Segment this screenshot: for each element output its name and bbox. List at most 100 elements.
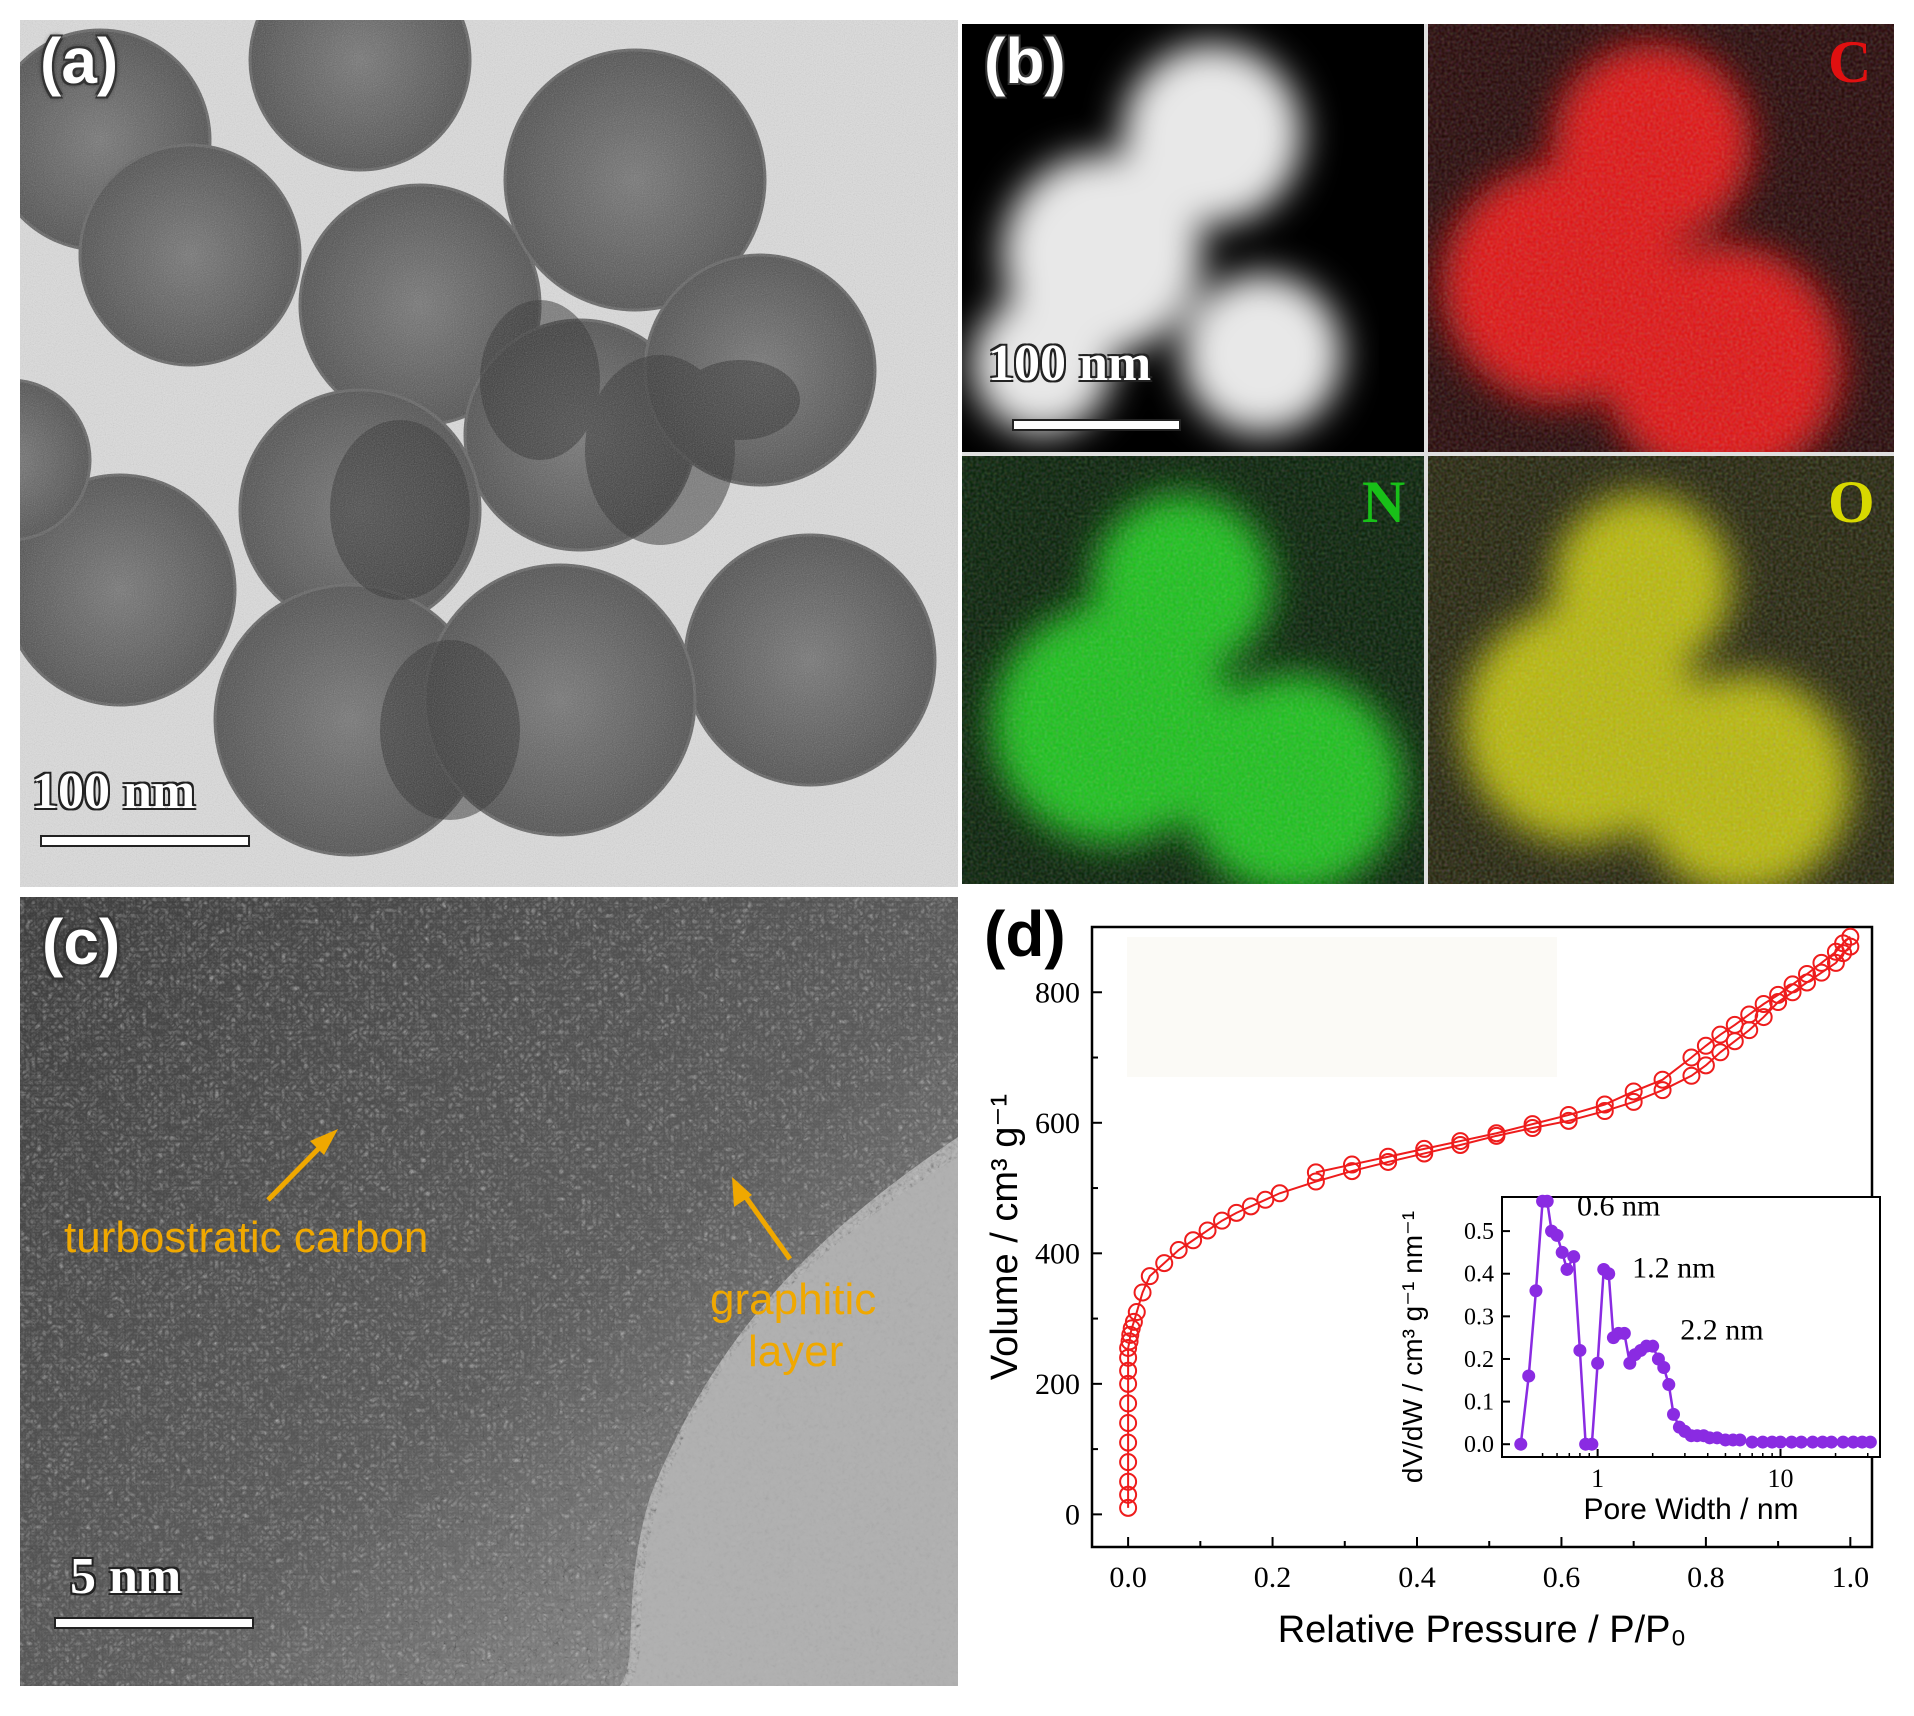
tem-image-a xyxy=(20,20,958,887)
adsorption-point xyxy=(1624,1092,1643,1111)
psd-point xyxy=(1733,1433,1747,1447)
desorption-line xyxy=(1315,936,1852,1174)
adsorption-point xyxy=(1754,1008,1773,1027)
x-tick-label: 0.0 xyxy=(1109,1561,1147,1594)
desorption-point xyxy=(1826,942,1845,961)
desorption-point xyxy=(1711,1025,1730,1044)
x-tick-label: 0.8 xyxy=(1687,1561,1725,1594)
adsorption-point xyxy=(1379,1152,1398,1171)
inset-y-tick-label: 0.0 xyxy=(1464,1432,1494,1458)
desorption-point xyxy=(1379,1147,1398,1166)
desorption-point xyxy=(1812,953,1831,972)
panel-b: (b) 100 nm C N O xyxy=(962,24,1894,884)
desorption-point xyxy=(1682,1048,1701,1067)
adsorption-point xyxy=(1241,1197,1260,1216)
desorption-point xyxy=(1653,1070,1672,1089)
psd-point xyxy=(1602,1267,1616,1281)
psd-point xyxy=(1646,1339,1660,1353)
inset-x-tick-label: 10 xyxy=(1768,1464,1794,1493)
adsorption-point xyxy=(1119,1338,1138,1357)
adsorption-point xyxy=(1198,1221,1217,1240)
adsorption-point xyxy=(1213,1211,1231,1230)
adsorption-point xyxy=(1227,1203,1246,1222)
desorption-point xyxy=(1487,1124,1506,1143)
psd-point xyxy=(1785,1435,1799,1449)
desorption-point xyxy=(1559,1105,1578,1124)
scale-bar-label-a: 100 nm xyxy=(32,763,196,820)
adsorption-point xyxy=(1124,1312,1143,1331)
annotation-layer: layer xyxy=(748,1327,844,1376)
desorption-point xyxy=(1415,1139,1434,1158)
psd-point xyxy=(1836,1435,1850,1449)
y-tick-label: 200 xyxy=(1035,1368,1080,1401)
adsorption-point xyxy=(1119,1433,1138,1452)
annotation-graphitic: graphitic xyxy=(710,1275,877,1324)
inset-x-axis-label: Pore Width / nm xyxy=(1583,1493,1798,1526)
adsorption-point xyxy=(1559,1111,1578,1130)
psd-peak-annotation: 1.2 nm xyxy=(1632,1251,1715,1284)
panel-label-d: (d) xyxy=(984,898,1066,970)
adsorption-point xyxy=(1127,1303,1146,1322)
desorption-point xyxy=(1754,995,1773,1014)
adsorption-point xyxy=(1119,1394,1138,1413)
inset-y-tick-label: 0.1 xyxy=(1464,1390,1494,1416)
hrtem-image-c xyxy=(20,897,958,1686)
psd-point xyxy=(1529,1284,1543,1298)
inset-y-tick-label: 0.2 xyxy=(1464,1347,1494,1373)
adsorption-point xyxy=(1682,1066,1701,1085)
adsorption-point xyxy=(1415,1144,1434,1163)
element-label-carbon: C xyxy=(1828,29,1872,95)
panel-label-a: (a) xyxy=(40,25,119,97)
inset-frame xyxy=(1501,1196,1881,1458)
scale-bar-label-b: 100 nm xyxy=(988,335,1152,392)
x-tick-label: 0.2 xyxy=(1254,1561,1292,1594)
psd-point xyxy=(1591,1356,1605,1370)
x-tick-label: 0.4 xyxy=(1398,1561,1436,1594)
legend-area xyxy=(1127,937,1557,1077)
psd-point xyxy=(1745,1435,1759,1449)
psd-point xyxy=(1756,1435,1770,1449)
panel-c: (c) turbostratic carbon graphitic layer … xyxy=(20,897,958,1686)
psd-point xyxy=(1863,1435,1877,1449)
psd-peak-annotation: 0.6 nm xyxy=(1577,1190,1660,1223)
adsorption-point xyxy=(1812,963,1831,982)
scale-bar-c xyxy=(54,1617,254,1629)
panel-a: (a) 100 nm xyxy=(20,20,958,887)
desorption-point xyxy=(1523,1115,1542,1134)
adsorption-point xyxy=(1119,1472,1138,1491)
adsorption-point xyxy=(1155,1254,1174,1273)
scale-bar-label-c: 5 nm xyxy=(70,1548,182,1605)
psd-point xyxy=(1567,1250,1581,1264)
adsorption-point xyxy=(1653,1081,1672,1100)
desorption-point xyxy=(1624,1082,1643,1101)
psd-point xyxy=(1657,1360,1671,1374)
x-axis-label: Relative Pressure / P/P₀ xyxy=(1278,1609,1687,1651)
adsorption-point xyxy=(1270,1184,1289,1203)
desorption-point xyxy=(1343,1155,1361,1174)
psd-point xyxy=(1667,1407,1681,1421)
desorption-point xyxy=(1798,964,1816,983)
adsorption-point xyxy=(1120,1332,1139,1351)
scale-bar-a xyxy=(40,835,250,847)
psd-point xyxy=(1824,1435,1838,1449)
adsorption-point xyxy=(1119,1485,1138,1504)
y-tick-label: 600 xyxy=(1035,1107,1080,1140)
panel-d: 0.0 0.2 0.4 0.6 0.8 1.0 0 200 400 600 800 Relative … xyxy=(962,897,1902,1697)
scale-bar-b xyxy=(1012,419,1181,431)
inset-x-tick-label: 1 xyxy=(1591,1464,1604,1493)
inset-y-tick-label: 0.3 xyxy=(1464,1304,1494,1330)
adsorption-point xyxy=(1119,1414,1138,1432)
y-tick-label: 400 xyxy=(1035,1237,1080,1270)
psd-point xyxy=(1522,1369,1536,1383)
inset-y-tick-label: 0.5 xyxy=(1464,1219,1494,1245)
desorption-point xyxy=(1595,1095,1614,1114)
desorption-point xyxy=(1783,975,1802,994)
desorption-point xyxy=(1769,985,1788,1004)
psd-peak-annotation: 2.2 nm xyxy=(1680,1313,1763,1346)
panel-label-c: (c) xyxy=(42,906,121,978)
element-label-nitrogen: N xyxy=(1362,469,1406,535)
isotherm-chart: 0.0 0.2 0.4 0.6 0.8 1.0 0 200 400 600 800 Relative … xyxy=(984,925,1881,1651)
x-tick-label: 1.0 xyxy=(1832,1561,1870,1594)
adsorption-point xyxy=(1184,1231,1203,1250)
annotation-turbostratic: turbostratic carbon xyxy=(64,1213,429,1262)
